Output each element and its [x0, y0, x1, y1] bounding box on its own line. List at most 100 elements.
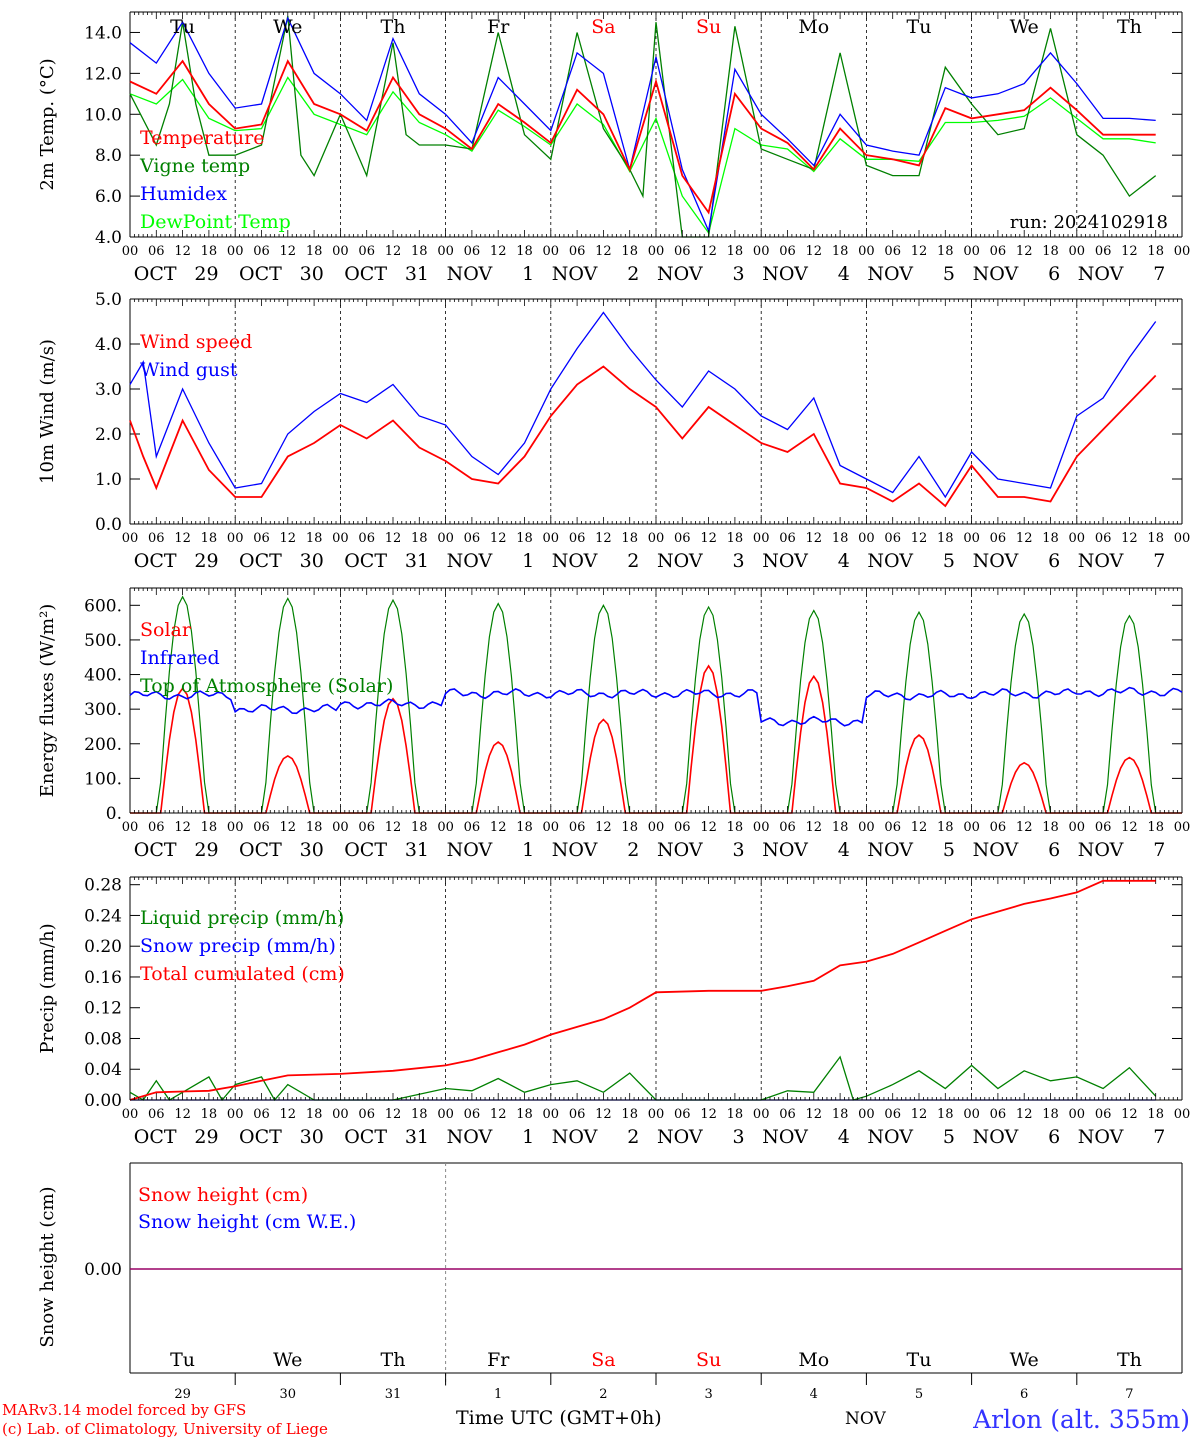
hour-tick-label: 06	[884, 1107, 901, 1122]
hour-tick-label: 00	[437, 244, 454, 259]
hour-tick-label: 00	[227, 244, 244, 259]
date-label-day: 1	[522, 1126, 534, 1148]
y-tick-label: 6.0	[95, 187, 122, 207]
y-axis-panel-2: 0.0 1.0 2.0 3.0 4.0 5.0 10m Wind (m/s)	[37, 290, 1182, 535]
weekday-label: Tu	[170, 16, 195, 38]
y-tick-label: 2.0	[95, 425, 122, 445]
hour-tick-label: 12	[385, 820, 402, 835]
hour-tick-label: 00	[1174, 820, 1191, 835]
hour-tick-label: 12	[911, 820, 928, 835]
y-tick-label: 0.0	[95, 515, 122, 535]
date-label-day: 3	[733, 1126, 745, 1148]
hour-tick-label: 00	[858, 531, 875, 546]
y-tick-label: 300.	[84, 700, 122, 720]
date-label: NOV	[447, 263, 493, 285]
weekday-label: Th	[1117, 1349, 1142, 1371]
y-axis-panel-4: 0.00 0.04 0.08 0.12 0.16 0.20 0.24 0.28 Precip (…	[37, 876, 1182, 1111]
hour-tick-label: 12	[490, 820, 507, 835]
hour-tick-label: 12	[490, 1107, 507, 1122]
weekday-label: Tu	[907, 16, 932, 38]
hour-tick-label: 06	[1095, 1107, 1112, 1122]
hour-tick-label: 00	[963, 531, 980, 546]
weekday-label: We	[1010, 16, 1039, 38]
series-line	[129, 311, 1157, 499]
hour-tick-label: 00	[332, 820, 349, 835]
date-label-day: 31	[405, 550, 429, 572]
hour-tick-label: 12	[1121, 1107, 1138, 1122]
hour-tick-label: 00	[648, 531, 665, 546]
hour-tick-label: 06	[779, 531, 796, 546]
date-label-day: 7	[1153, 263, 1165, 285]
hour-tick-label: 06	[779, 820, 796, 835]
date-label-day: 30	[300, 263, 324, 285]
y-axis-label: 10m Wind (m/s)	[37, 339, 58, 484]
date-label: NOV	[657, 1126, 703, 1148]
hour-tick-label: 18	[516, 531, 533, 546]
hour-tick-label: 18	[621, 820, 638, 835]
day-number: 31	[385, 1387, 402, 1402]
date-label: NOV	[762, 839, 808, 861]
date-label: OCT	[239, 1126, 282, 1148]
hour-tick-label: 00	[753, 244, 770, 259]
y-tick-label: 0.04	[84, 1060, 122, 1080]
date-label-day: 6	[1048, 839, 1060, 861]
date-label: NOV	[657, 263, 703, 285]
series-line	[129, 76, 1156, 235]
date-label-day: 7	[1153, 550, 1165, 572]
date-label: OCT	[134, 263, 177, 285]
hour-tick-label: 18	[832, 531, 849, 546]
hour-tick-label: 18	[1042, 531, 1059, 546]
date-label-day: 29	[194, 839, 218, 861]
series-line	[129, 59, 1156, 215]
date-label-day: 4	[838, 550, 850, 572]
hour-tick-label: 06	[253, 820, 270, 835]
date-label: NOV	[867, 1126, 913, 1148]
date-label: NOV	[447, 550, 493, 572]
hour-tick-label: 00	[437, 820, 454, 835]
legend-entry: Total cumulated (cm)	[140, 963, 345, 985]
weekday-label: Fr	[487, 16, 510, 38]
weekday-label: Sa	[591, 16, 615, 38]
date-label: OCT	[134, 1126, 177, 1148]
hour-tick-label: 00	[543, 1107, 560, 1122]
hour-tick-label: 06	[674, 1107, 691, 1122]
hour-tick-label: 18	[832, 820, 849, 835]
date-label-day: 5	[943, 263, 955, 285]
hour-tick-label: 18	[201, 1107, 218, 1122]
weekday-label: We	[273, 16, 302, 38]
hour-tick-label: 18	[411, 244, 428, 259]
hour-tick-label: 12	[385, 244, 402, 259]
date-label: NOV	[552, 839, 598, 861]
hour-tick-label: 12	[1016, 820, 1033, 835]
hour-tick-label: 06	[674, 531, 691, 546]
hour-tick-label: 06	[674, 820, 691, 835]
hour-tick-label: 06	[569, 1107, 586, 1122]
hour-tick-label: 18	[516, 244, 533, 259]
series-line	[129, 879, 1156, 1101]
hour-tick-label: 06	[148, 244, 165, 259]
y-tick-label: 4.0	[95, 335, 122, 355]
series-line	[129, 16, 1156, 234]
hour-tick-label: 00	[543, 820, 560, 835]
date-label-day: 6	[1048, 1126, 1060, 1148]
weekday-label: Th	[381, 16, 406, 38]
hour-tick-label: 12	[280, 531, 297, 546]
hour-tick-label: 00	[858, 244, 875, 259]
hour-tick-label: 18	[306, 244, 323, 259]
hour-tick-label: 06	[569, 531, 586, 546]
date-label-day: 1	[522, 263, 534, 285]
hour-tick-label: 12	[911, 244, 928, 259]
date-label: NOV	[973, 263, 1019, 285]
x-axis-panel-3: 00 06 12 18 00 06 12 18 00 06 12 18 00 06 12 18 00 06 12 18…	[122, 806, 1191, 861]
date-label-day: 5	[943, 1126, 955, 1148]
y-tick-label: 14.0	[84, 23, 122, 43]
hour-tick-label: 00	[963, 1107, 980, 1122]
hour-tick-label: 18	[201, 244, 218, 259]
hour-tick-label: 18	[621, 531, 638, 546]
panel-frame-1	[129, 11, 1183, 237]
date-label-day: 1	[522, 839, 534, 861]
hour-tick-label: 18	[937, 820, 954, 835]
date-label-day: 30	[300, 839, 324, 861]
hour-tick-label: 18	[1147, 820, 1164, 835]
weekday-label: Su	[696, 1349, 721, 1371]
